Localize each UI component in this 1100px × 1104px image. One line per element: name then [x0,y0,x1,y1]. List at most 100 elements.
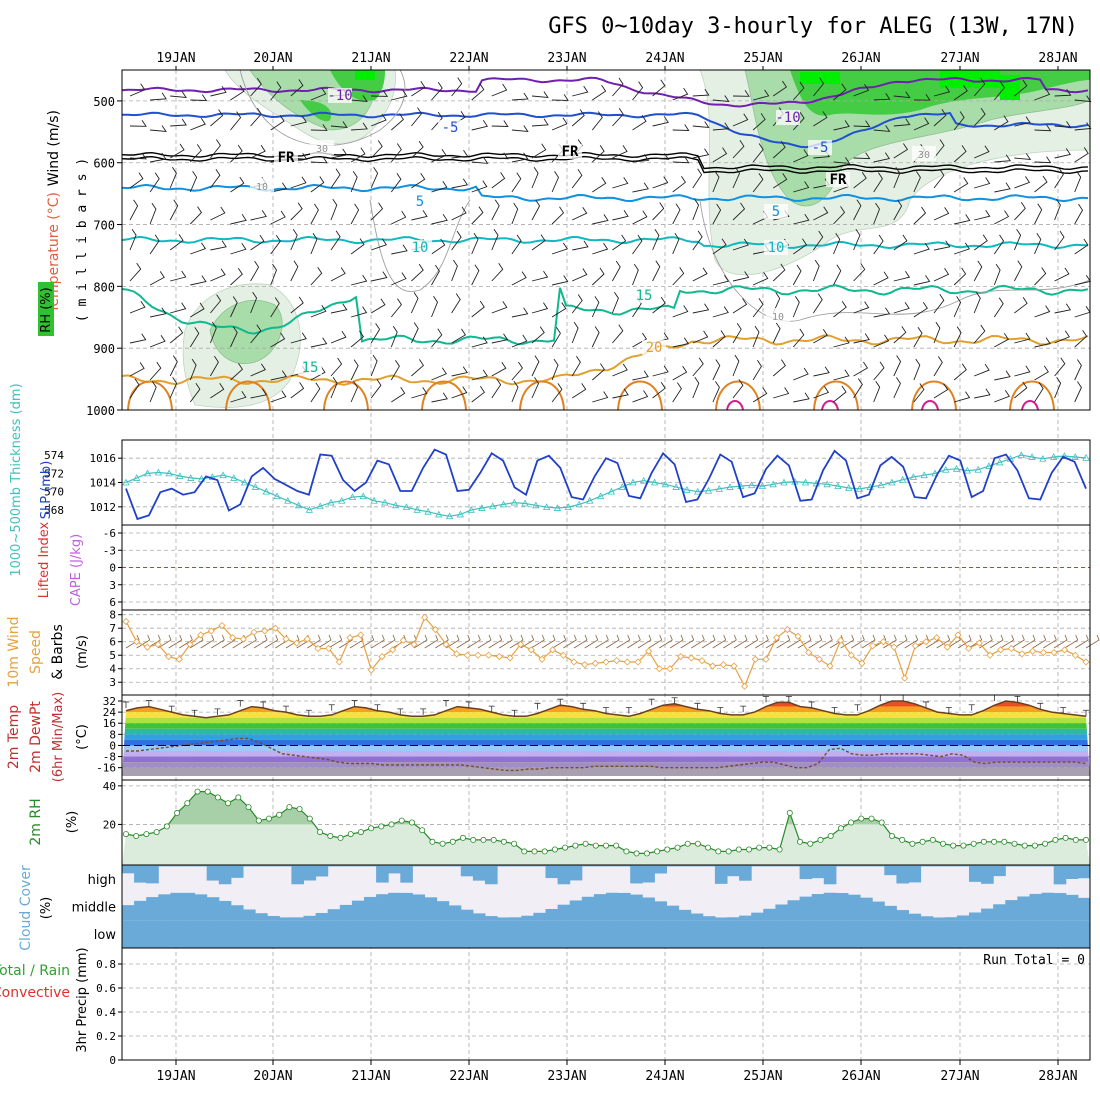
day-label-top: 25JAN [743,51,782,66]
cloud-middle [739,915,752,921]
wind-barb [411,107,423,127]
day-label-top: 20JAN [253,51,292,66]
wind-barb [230,267,243,286]
wind-barb [773,387,790,399]
wind10-point [442,640,450,648]
wind-barb [953,84,968,101]
rh2m-point [214,794,221,801]
rh2m-point [654,848,661,855]
wind-barb [933,383,949,399]
wind10-barb [904,634,919,649]
wind-barb [551,383,563,403]
wind-barb [169,143,185,159]
cloud-low [702,920,716,948]
wind-barb [170,302,187,314]
wind-barb [330,267,346,282]
wind10-point [1018,650,1026,658]
rh2m-point [919,838,926,845]
rh2m-point [878,819,885,826]
wind-barb [471,386,486,403]
wind-barb [591,144,605,163]
wind-barb [169,326,184,344]
wind-barb [692,168,703,189]
cloud-high [1065,865,1079,879]
rh2m-point [694,840,701,847]
wind10-point [389,646,397,654]
thickness-point [877,481,885,489]
rh2m-point [899,836,906,843]
thickness-point [704,486,713,494]
wind-barb [953,145,967,163]
thickness-label: 568 [44,504,64,517]
cloud-high [956,865,970,867]
wind-barb [974,363,990,377]
wind-barb [692,230,703,251]
cloud-high [618,865,631,867]
wind10-barb [509,634,524,649]
wind-barb [692,88,710,97]
wind-barb [210,168,221,189]
temp-minmax [557,698,564,706]
wind-barb [793,213,810,225]
thickness-point [467,506,475,513]
wind-barb [1014,79,1028,97]
wind-barb [149,202,157,225]
cloud-high [981,865,994,884]
cloud-row-label: low [94,928,117,943]
wind-barb [993,263,1001,286]
cloud-low [727,920,740,948]
cloud-high [690,865,704,867]
rh2m-point [480,836,487,843]
thickness-label: 570 [44,486,64,499]
cloud-low [1005,920,1018,948]
wind-barb [913,358,921,381]
wind-barb [572,85,589,97]
wind10-point [687,654,695,662]
thickness-point [219,471,227,479]
cloud-high [1017,865,1030,867]
ylabel-wind-speed: Speed [28,630,44,674]
rh2m-point [398,817,405,824]
cloud-low [884,920,897,948]
temp-minmax [968,704,975,711]
contour-label: -5 [812,140,829,156]
rh2m-point [766,844,773,851]
wind-barb [893,166,901,189]
wind-barb [210,268,226,282]
wind10-barb [936,634,951,649]
wind-barb [431,367,447,381]
wind-barb [672,382,682,403]
wind10-point [261,627,269,635]
rh2m-point [521,848,528,855]
wind-barb [712,306,729,318]
wind-barb [1074,381,1082,403]
wind-barb [431,149,447,163]
thickness-point [230,474,238,481]
wind-barb [612,145,628,159]
rh2m-point [337,834,344,841]
wind-barb [310,382,321,403]
thickness-point [240,478,249,486]
wind-barb [129,362,145,377]
wind-barb [732,238,749,251]
wind-barb [632,234,643,255]
wind10-barb [328,634,343,649]
wind-barb [190,242,207,255]
wind10-barb [1021,634,1036,649]
cloud-high [920,865,934,867]
wind-barb [994,210,1010,225]
rh2m-point [786,809,793,816]
thickness-point [834,482,842,490]
wind-barb [491,263,504,282]
wind-barb [612,388,629,399]
wind10-point [879,638,887,646]
cloud-high [787,865,801,867]
cloud-high [400,865,413,883]
cloud-middle [1053,893,1067,921]
wind-barb [1034,156,1052,164]
cloud-high [182,865,196,867]
wind-barb [210,109,224,127]
wind-barb [953,296,962,318]
wind10-barb [168,634,183,649]
wind-barb [290,176,307,189]
